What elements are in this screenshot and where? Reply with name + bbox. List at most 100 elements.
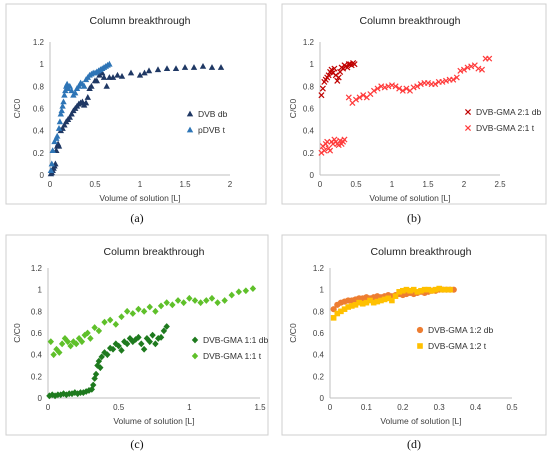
series-2 [47,60,113,173]
data-point [363,299,370,306]
data-point [442,77,450,84]
x-tick-label: 2 [228,180,233,189]
data-point [154,66,162,73]
data-point [101,318,108,326]
data-point [61,121,68,128]
y-tick-label: 0.6 [33,105,45,114]
x-axis-label: Volume of solution [L] [113,416,194,426]
x-tick-label: 0.5 [506,403,518,412]
data-point [359,300,366,307]
data-point [82,388,90,395]
data-point [457,67,464,74]
data-point [186,294,193,302]
data-point [181,64,189,70]
data-point [436,285,442,292]
data-point [98,353,105,361]
data-point [174,297,182,304]
data-point [403,286,410,293]
data-point [352,96,360,103]
data-point [66,113,73,120]
x-tick-label: 1.5 [254,403,266,412]
legend-label: DVB db [198,109,228,119]
series-1 [46,323,170,400]
data-point [138,340,145,348]
x-axis-label: Volume of solution [L] [380,416,461,426]
data-point [410,84,417,91]
data-point [334,77,341,84]
data-point [460,66,468,73]
x-tick-label: 1.5 [422,180,434,189]
data-point [163,65,171,71]
data-point [367,297,373,304]
data-point [73,340,80,348]
y-tick-label: 1.2 [33,38,45,47]
data-point [360,92,367,99]
data-point [53,345,60,353]
chart-panel-1: Column breakthrough 0 0.2 0.4 0.6 0.8 1 1.2 0 0.5… [5,3,267,225]
data-point [324,138,331,145]
data-point [403,85,410,92]
x-tick-label: 1 [390,180,395,189]
data-point [418,287,424,294]
y-tick-label: 0.6 [303,105,315,114]
data-point [129,310,136,317]
y-tick-label: 1 [320,286,325,295]
data-point [385,83,392,90]
data-point [414,289,421,295]
data-point [352,302,359,308]
data-point [146,338,153,346]
data-point [50,351,57,359]
data-point [407,287,413,294]
data-point [319,85,326,92]
data-point [104,351,111,359]
panel-frame [5,3,267,205]
data-point [370,87,378,94]
data-point [56,349,63,356]
data-point [61,335,69,342]
y-tick-label: 0.8 [303,82,315,91]
data-point [132,336,139,343]
data-point [410,286,417,293]
data-point [127,69,135,76]
x-axis-label: Volume of solution [L] [369,193,450,203]
data-point [118,346,125,354]
data-point [94,362,101,369]
data-point [424,79,432,87]
data-point [417,81,424,88]
y-axis-label: C/C0 [288,99,298,119]
data-point [249,285,257,292]
data-point [57,110,64,117]
data-point [152,307,159,315]
data-point [180,299,187,307]
data-point [414,83,421,90]
series-1 [318,60,358,99]
data-point [341,136,348,143]
panel-frame [281,234,547,436]
data-point [84,94,91,100]
legend: DVB-GMA 2:1 db DVB-GMA 2:1 t [464,107,541,133]
data-point [141,69,148,76]
data-point [443,286,450,293]
legend-label: DVB-GMA 1:2 db [428,325,493,335]
data-point [106,316,114,324]
y-tick-label: 0.2 [303,149,315,158]
x-tick-label: 0.1 [361,403,373,412]
x-tick-label: 0 [46,403,51,412]
data-point [349,303,355,309]
data-point [46,392,53,400]
data-point [385,295,392,302]
y-axis-label: C/C0 [12,99,22,119]
data-point [115,342,122,350]
data-point [203,297,210,304]
data-point [88,82,95,89]
legend-label: DVB-GMA 2:1 t [476,123,535,133]
x-tick-label: 1.5 [179,180,191,189]
legend: DVB-GMA 1:1 db DVB-GMA 1:1 t [191,335,268,361]
y-tick-label: 0.6 [31,329,43,338]
legend-label: DVB-GMA 1:1 db [203,335,268,345]
data-point [60,390,67,398]
x-tick-label: 0 [318,180,323,189]
data-point [356,94,363,101]
data-point [374,298,381,305]
data-point [421,286,428,293]
